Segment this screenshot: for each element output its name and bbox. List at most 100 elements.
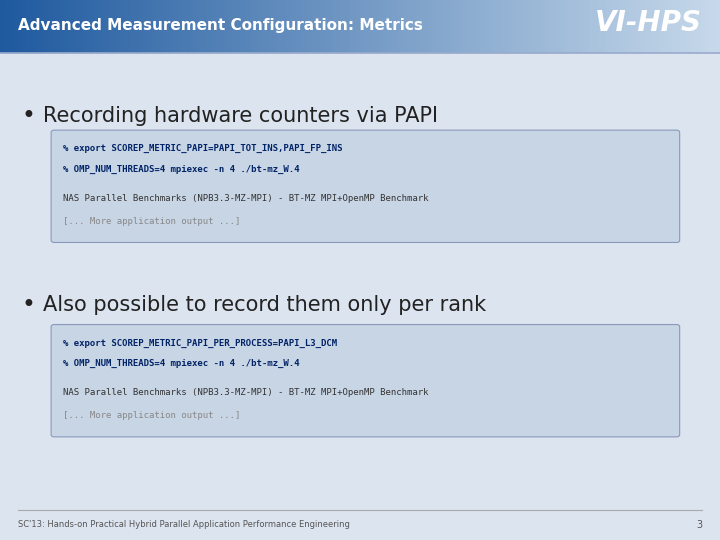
Bar: [202, 0, 204, 52]
Bar: [444, 0, 447, 52]
Bar: [0, 0, 3, 52]
Bar: [480, 0, 483, 52]
Bar: [559, 0, 562, 52]
Bar: [672, 0, 675, 52]
Bar: [621, 0, 625, 52]
Bar: [214, 0, 217, 52]
Bar: [449, 0, 452, 52]
Bar: [326, 0, 330, 52]
Bar: [113, 0, 116, 52]
Bar: [158, 0, 161, 52]
Bar: [7, 0, 10, 52]
Bar: [540, 0, 543, 52]
Bar: [427, 0, 431, 52]
Bar: [225, 0, 229, 52]
Bar: [207, 0, 210, 52]
Bar: [434, 0, 438, 52]
Bar: [612, 0, 615, 52]
Bar: [581, 0, 584, 52]
Bar: [492, 0, 495, 52]
Bar: [578, 0, 582, 52]
Bar: [576, 0, 579, 52]
Bar: [439, 0, 442, 52]
Bar: [84, 0, 87, 52]
Bar: [418, 0, 420, 52]
Bar: [677, 0, 680, 52]
Bar: [662, 0, 665, 52]
Bar: [341, 0, 344, 52]
Bar: [31, 0, 35, 52]
Bar: [348, 0, 351, 52]
Bar: [41, 0, 44, 52]
Bar: [686, 0, 690, 52]
Bar: [192, 0, 195, 52]
Bar: [336, 0, 339, 52]
Bar: [77, 0, 80, 52]
Bar: [670, 0, 672, 52]
Bar: [379, 0, 382, 52]
Bar: [684, 0, 687, 52]
Bar: [423, 0, 426, 52]
Bar: [511, 0, 514, 52]
Bar: [425, 0, 428, 52]
Bar: [9, 0, 13, 52]
Bar: [110, 0, 114, 52]
Bar: [641, 0, 644, 52]
Bar: [646, 0, 649, 52]
Bar: [346, 0, 348, 52]
Bar: [187, 0, 190, 52]
Bar: [475, 0, 478, 52]
Bar: [441, 0, 445, 52]
Bar: [545, 0, 548, 52]
Bar: [252, 0, 255, 52]
Bar: [122, 0, 125, 52]
Bar: [557, 0, 560, 52]
Bar: [593, 0, 596, 52]
Text: [... More application output ...]: [... More application output ...]: [63, 217, 240, 226]
Bar: [401, 0, 404, 52]
Bar: [358, 0, 361, 52]
Bar: [329, 0, 332, 52]
Bar: [53, 0, 56, 52]
Bar: [403, 0, 406, 52]
Bar: [276, 0, 279, 52]
Bar: [221, 0, 224, 52]
Bar: [125, 0, 128, 52]
Text: [... More application output ...]: [... More application output ...]: [63, 411, 240, 420]
Bar: [624, 0, 627, 52]
Bar: [19, 0, 22, 52]
Bar: [454, 0, 456, 52]
Bar: [382, 0, 384, 52]
Bar: [610, 0, 613, 52]
Bar: [240, 0, 243, 52]
Text: Advanced Measurement Configuration: Metrics: Advanced Measurement Configuration: Metr…: [18, 18, 423, 33]
Bar: [377, 0, 380, 52]
Bar: [473, 0, 476, 52]
Bar: [698, 0, 701, 52]
Bar: [521, 0, 524, 52]
Bar: [211, 0, 215, 52]
Bar: [466, 0, 469, 52]
Text: •: •: [22, 293, 35, 317]
Bar: [36, 0, 39, 52]
Text: NAS Parallel Benchmarks (NPB3.3-MZ-MPI) - BT-MZ MPI+OpenMP Benchmark: NAS Parallel Benchmarks (NPB3.3-MZ-MPI) …: [63, 194, 428, 203]
Bar: [369, 0, 373, 52]
Bar: [506, 0, 510, 52]
Bar: [713, 0, 716, 52]
Bar: [156, 0, 159, 52]
Bar: [365, 0, 368, 52]
Bar: [657, 0, 661, 52]
Bar: [372, 0, 375, 52]
Bar: [94, 0, 96, 52]
Bar: [99, 0, 102, 52]
Bar: [72, 0, 75, 52]
Bar: [288, 0, 291, 52]
Bar: [564, 0, 567, 52]
Bar: [274, 0, 276, 52]
Bar: [295, 0, 298, 52]
Bar: [607, 0, 611, 52]
Bar: [223, 0, 226, 52]
Bar: [178, 0, 181, 52]
Bar: [27, 0, 30, 52]
Bar: [14, 0, 17, 52]
